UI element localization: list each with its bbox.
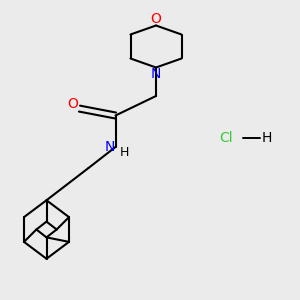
Text: H: H	[120, 146, 129, 159]
Text: O: O	[151, 12, 161, 26]
Text: H: H	[262, 131, 272, 145]
Text: Cl: Cl	[220, 131, 233, 145]
Text: N: N	[105, 140, 115, 154]
Text: N: N	[151, 67, 161, 81]
Text: O: O	[68, 97, 78, 111]
